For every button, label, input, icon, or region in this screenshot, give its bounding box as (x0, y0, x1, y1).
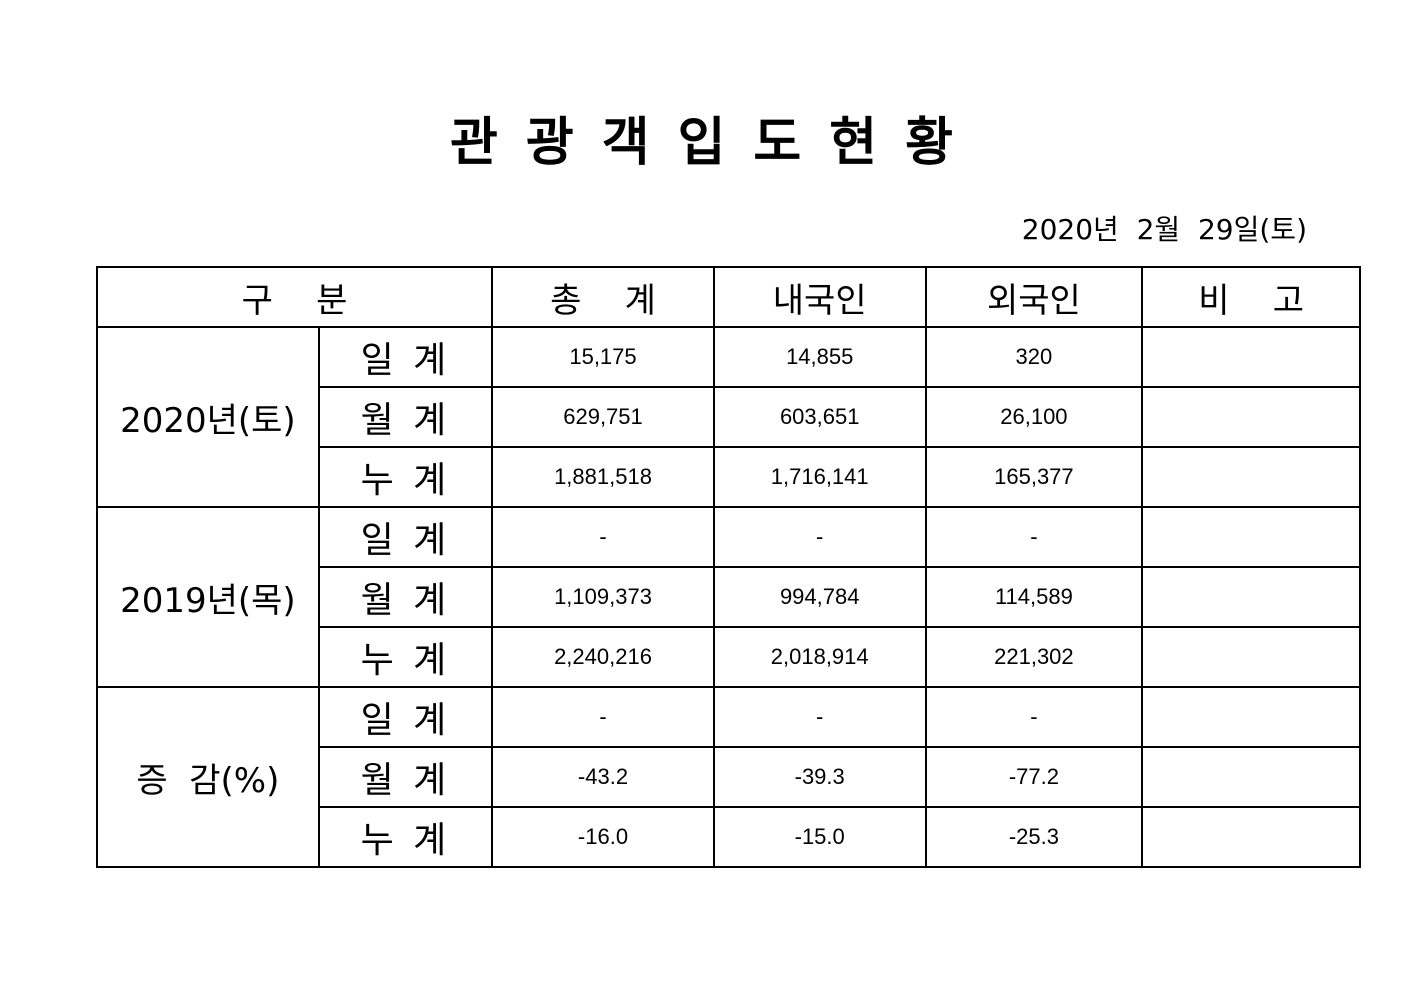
table-row: 2020년(토) 일 계 15,175 14,855 320 (96, 326, 1361, 508)
cell-total: -16.0 (491, 806, 715, 868)
cell-domestic: 14,855 (712, 326, 927, 388)
cell-domestic: 1,716,141 (712, 446, 927, 508)
table-row: 2019년(목) 일 계 - - - (96, 506, 1361, 688)
row-label: 월 계 (317, 746, 494, 808)
cell-note (1141, 446, 1361, 508)
header-total: 총 계 (491, 266, 715, 328)
table-row: 월 계 -43.2 -39.3 -77.2 (97, 746, 1361, 808)
cell-foreign: -25.3 (924, 806, 1144, 868)
cell-foreign: 221,302 (924, 626, 1144, 688)
table-row: 누 계 -16.0 -15.0 -25.3 (97, 806, 1361, 868)
header-foreign: 외국인 (924, 266, 1144, 328)
page-title: 관광객입도현황 (450, 113, 981, 173)
cell-total: 15,175 (491, 326, 715, 388)
cell-foreign: 26,100 (924, 386, 1144, 448)
header-row: 구 분 총 계 내국인 외국인 비 고 (95, 266, 1361, 328)
cell-domestic: 603,651 (712, 386, 927, 448)
cell-domestic: 2,018,914 (712, 626, 927, 688)
row-label: 월 계 (317, 386, 494, 448)
group-label-2020: 2020년(토) (96, 326, 320, 508)
cell-domestic: -39.3 (712, 746, 927, 808)
cell-total: 629,751 (491, 386, 715, 448)
row-label: 일 계 (317, 686, 494, 748)
cell-foreign: - (924, 686, 1144, 748)
cell-note (1141, 626, 1361, 688)
row-label: 누 계 (317, 806, 494, 868)
cell-note (1141, 386, 1361, 448)
cell-total: 1,881,518 (491, 446, 715, 508)
cell-foreign: 114,589 (924, 566, 1144, 628)
report-date: 2020년 2월 29일(토) (1021, 213, 1307, 246)
table-row: 누 계 2,240,216 2,018,914 221,302 (97, 626, 1361, 688)
group-label-change: 증 감(%) (96, 686, 320, 868)
cell-note (1141, 566, 1361, 628)
cell-note (1141, 686, 1361, 748)
cell-note (1141, 746, 1361, 808)
table-row: 증 감(%) 일 계 - - - (96, 686, 1361, 868)
cell-total: 1,109,373 (491, 566, 715, 628)
cell-note (1141, 326, 1361, 388)
cell-foreign: -77.2 (924, 746, 1144, 808)
row-label: 일 계 (317, 326, 494, 388)
row-label: 누 계 (317, 446, 494, 508)
cell-domestic: 994,784 (712, 566, 927, 628)
cell-domestic: -15.0 (712, 806, 927, 868)
cell-total: - (491, 506, 715, 568)
cell-note (1141, 806, 1361, 868)
header-category: 구 분 (95, 266, 494, 328)
row-label: 일 계 (317, 506, 494, 568)
table-row: 월 계 1,109,373 994,784 114,589 (97, 566, 1361, 628)
table-row: 월 계 629,751 603,651 26,100 (97, 386, 1361, 448)
group-label-2019: 2019년(목) (96, 506, 320, 688)
cell-domestic: - (712, 506, 927, 568)
cell-total: -43.2 (491, 746, 715, 808)
header-domestic: 내국인 (712, 266, 927, 328)
table-row: 누 계 1,881,518 1,716,141 165,377 (97, 446, 1361, 508)
cell-note (1141, 506, 1361, 568)
header-note: 비 고 (1141, 266, 1361, 328)
cell-foreign: 165,377 (924, 446, 1144, 508)
cell-total: - (491, 686, 715, 748)
tourist-arrivals-table: 구 분 총 계 내국인 외국인 비 고 2020년(토) 일 계 15,175 … (95, 266, 1361, 868)
row-label: 누 계 (317, 626, 494, 688)
cell-total: 2,240,216 (491, 626, 715, 688)
cell-domestic: - (712, 686, 927, 748)
row-label: 월 계 (317, 566, 494, 628)
cell-foreign: 320 (924, 326, 1144, 388)
cell-foreign: - (924, 506, 1144, 568)
